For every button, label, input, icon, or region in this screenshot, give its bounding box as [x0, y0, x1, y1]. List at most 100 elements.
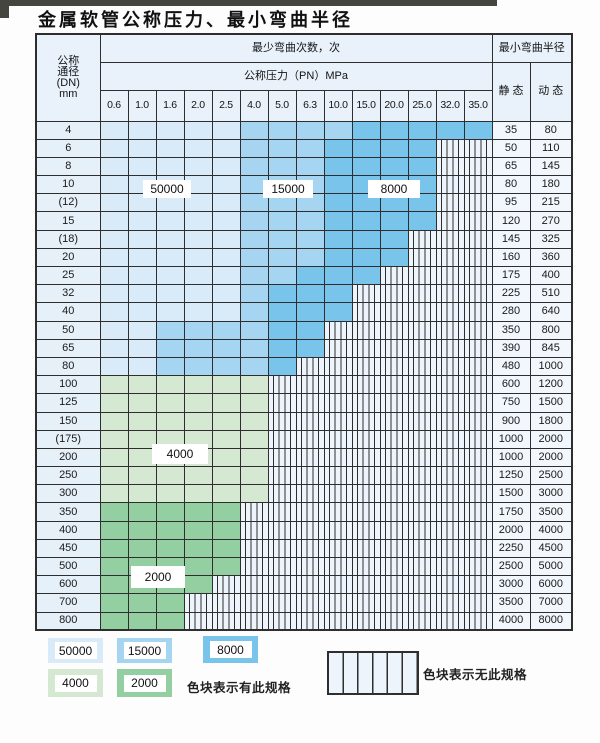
spec-cell: [183, 265, 213, 286]
table-row: 32 225 510: [35, 284, 573, 304]
spec-cell: [155, 284, 185, 304]
spec-cell-none: [435, 575, 465, 595]
spec-cell-none: [463, 229, 493, 249]
spec-cell: [127, 265, 157, 286]
spec-cell: [99, 156, 129, 177]
spec-cell-none: [463, 520, 493, 540]
spec-cell: [99, 284, 129, 304]
spec-cell: [99, 229, 129, 249]
spec-cell: [183, 520, 213, 540]
table-row: 500 2500 5000: [35, 556, 573, 577]
table-row: 800 4000 8000: [35, 611, 573, 631]
spec-cell-none: [407, 538, 437, 559]
spec-cell: [127, 120, 157, 140]
table-row: 8 65 145: [35, 156, 573, 177]
table-row: 50 350 800: [35, 320, 573, 340]
spec-cell: [211, 393, 241, 413]
spec-cell-none: [379, 447, 409, 468]
static-radius-cell: 900: [491, 411, 531, 431]
legend-note-no-spec: 色块表示无此规格: [423, 668, 528, 682]
dn-cell: 600: [35, 575, 101, 595]
spec-cell: [239, 156, 269, 177]
dn-cell: 200: [35, 447, 101, 468]
spec-cell-none: [267, 538, 297, 559]
dynamic-radius-cell: 4500: [529, 538, 573, 559]
spec-cell-none: [463, 193, 493, 213]
table-row: 25 175 400: [35, 265, 573, 286]
spec-cell-none: [351, 611, 381, 631]
spec-cell: [351, 247, 381, 268]
dn-cell: 32: [35, 284, 101, 304]
spec-cell-none: [267, 575, 297, 595]
pressure-col-label: 2.0: [183, 89, 213, 122]
spec-cell: [155, 375, 185, 395]
spec-cell-none: [407, 447, 437, 468]
zone-label-50000: 50000: [143, 180, 191, 198]
spec-cell: [407, 156, 437, 177]
static-radius-cell: 2250: [491, 538, 531, 559]
spec-cell-none: [379, 520, 409, 540]
legend-note-has-spec: 色块表示有此规格: [187, 681, 292, 695]
pressure-col-label: 1.6: [155, 89, 185, 122]
spec-cell: [295, 211, 325, 231]
spec-cell-none: [295, 538, 325, 559]
static-radius-cell: 65: [491, 156, 531, 177]
legend-chip-8000-label: 8000: [209, 641, 252, 658]
table-row: 150 900 1800: [35, 411, 573, 431]
spec-cell: [155, 356, 185, 377]
dynamic-radius-cell: 2500: [529, 466, 573, 486]
legend-chip-50000: 50000: [48, 638, 103, 663]
spec-cell: [127, 356, 157, 377]
dynamic-radius-cell: 640: [529, 302, 573, 322]
legend-striped-box: [327, 651, 419, 695]
spec-cell: [239, 229, 269, 249]
spec-cell-none: [435, 338, 465, 358]
spec-cell: [127, 611, 157, 631]
spec-cell-none: [463, 247, 493, 268]
spec-cell-none: [435, 175, 465, 195]
spec-cell: [267, 156, 297, 177]
spec-cell: [99, 520, 129, 540]
spec-cell: [155, 502, 185, 522]
spec-cell: [211, 556, 241, 577]
table-row: 40 280 640: [35, 302, 573, 322]
dn-cell: 500: [35, 556, 101, 577]
spec-cell-none: [463, 556, 493, 577]
dn-cell: 300: [35, 484, 101, 504]
page-title: 金属软管公称压力、最小弯曲半径: [38, 10, 353, 31]
spec-table: 公称 通径 (DN) mm 最少弯曲次数，次 最小弯曲半径 公称压力（PN）MP…: [35, 33, 573, 632]
spec-cell: [155, 466, 185, 486]
spec-cell: [99, 611, 129, 631]
spec-cell: [99, 211, 129, 231]
spec-cell-none: [239, 502, 269, 522]
spec-cell: [267, 211, 297, 231]
spec-cell: [379, 138, 409, 158]
spec-cell: [127, 320, 157, 340]
spec-cell: [99, 120, 129, 140]
dynamic-radius-cell: 800: [529, 320, 573, 340]
spec-cell: [323, 247, 353, 268]
dn-cell: (175): [35, 429, 101, 449]
spec-cell: [127, 284, 157, 304]
spec-cell-none: [435, 356, 465, 377]
spec-cell: [239, 393, 269, 413]
spec-cell: [211, 156, 241, 177]
spec-cell: [211, 375, 241, 395]
spec-cell: [99, 302, 129, 322]
legend-chip-50000-label: 50000: [54, 642, 97, 659]
table-row: 125 750 1500: [35, 393, 573, 413]
spec-cell: [99, 538, 129, 559]
spec-cell-none: [379, 593, 409, 613]
spec-cell: [267, 193, 297, 213]
spec-cell-none: [379, 375, 409, 395]
static-radius-cell: 120: [491, 211, 531, 231]
spec-cell: [211, 447, 241, 468]
spec-cell-none: [407, 502, 437, 522]
spec-cell-none: [323, 611, 353, 631]
dynamic-radius-cell: 1000: [529, 356, 573, 377]
spec-cell: [211, 538, 241, 559]
zone-label-4000: 4000: [152, 444, 208, 464]
table-row: 6 50 110: [35, 138, 573, 158]
spec-cell-none: [323, 575, 353, 595]
spec-cell-none: [435, 156, 465, 177]
